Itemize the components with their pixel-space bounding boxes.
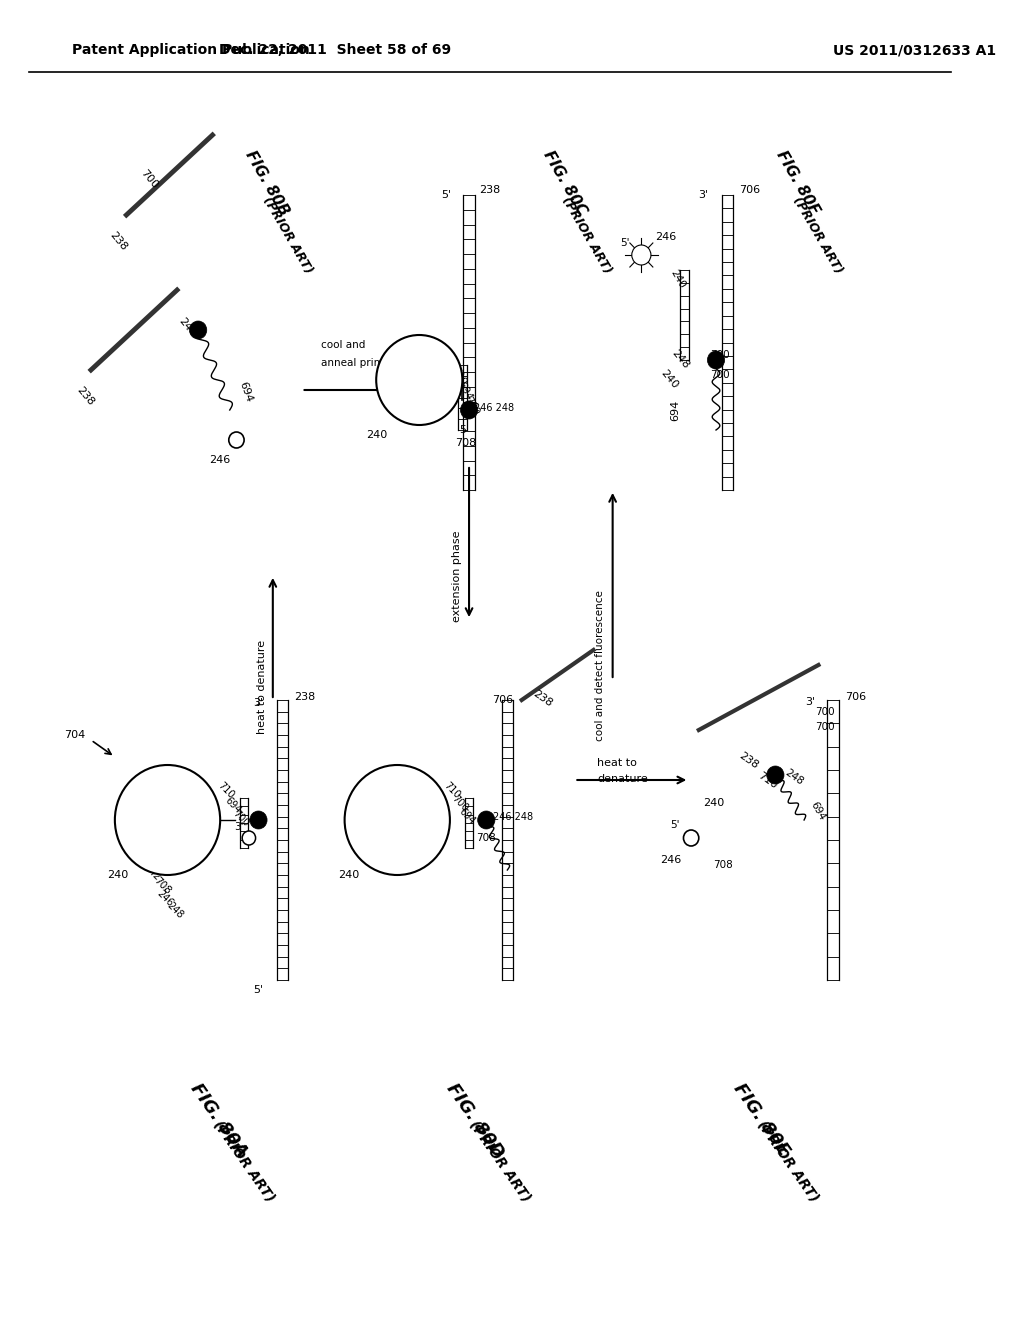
Text: 700: 700 xyxy=(463,395,481,417)
Text: Dec. 22, 2011  Sheet 58 of 69: Dec. 22, 2011 Sheet 58 of 69 xyxy=(219,44,452,57)
Circle shape xyxy=(250,810,267,829)
Text: 710: 710 xyxy=(757,770,779,791)
Text: 694: 694 xyxy=(456,380,474,403)
Text: 706: 706 xyxy=(845,692,866,702)
Text: anneal primers: anneal primers xyxy=(321,358,399,368)
Circle shape xyxy=(632,246,651,265)
Text: 238: 238 xyxy=(75,385,96,408)
Circle shape xyxy=(345,766,450,875)
Text: 240: 240 xyxy=(658,368,680,391)
Text: 246: 246 xyxy=(654,232,676,242)
Text: FIG. 80D: FIG. 80D xyxy=(442,1080,507,1162)
Text: 246: 246 xyxy=(209,455,230,465)
Text: 3': 3' xyxy=(806,697,815,708)
Text: 700: 700 xyxy=(711,370,730,380)
Text: FIG. 80A: FIG. 80A xyxy=(186,1080,251,1160)
Text: 238: 238 xyxy=(478,185,500,195)
Text: (PRIOR ART): (PRIOR ART) xyxy=(559,195,613,277)
Text: 708: 708 xyxy=(152,875,172,896)
Text: (PRIOR ART): (PRIOR ART) xyxy=(260,195,315,277)
Text: 710: 710 xyxy=(215,780,236,800)
Text: 3': 3' xyxy=(698,190,709,201)
Text: 240: 240 xyxy=(366,430,387,440)
Text: (PRIOR ART): (PRIOR ART) xyxy=(211,1118,278,1205)
Text: US 2011/0312633 A1: US 2011/0312633 A1 xyxy=(833,44,996,57)
Text: (PRIOR ART): (PRIOR ART) xyxy=(755,1118,821,1205)
Text: heat to: heat to xyxy=(597,758,637,768)
Text: 700: 700 xyxy=(450,793,470,813)
Text: 700: 700 xyxy=(230,808,251,828)
Text: 5': 5' xyxy=(621,238,630,248)
Text: 238: 238 xyxy=(531,688,554,709)
Text: 240: 240 xyxy=(338,870,359,880)
Text: 248: 248 xyxy=(177,315,199,339)
Text: 246 248: 246 248 xyxy=(493,812,534,822)
Text: Patent Application Publication: Patent Application Publication xyxy=(72,44,309,57)
Circle shape xyxy=(243,832,256,845)
Text: 5': 5' xyxy=(460,425,470,436)
Text: 710: 710 xyxy=(449,366,468,387)
Circle shape xyxy=(461,401,477,418)
Circle shape xyxy=(477,810,495,829)
Text: 242: 242 xyxy=(141,862,162,882)
Text: FIG. 80B: FIG. 80B xyxy=(243,148,292,218)
Circle shape xyxy=(767,766,784,784)
Text: 694: 694 xyxy=(809,800,827,822)
Circle shape xyxy=(683,830,698,846)
Circle shape xyxy=(189,321,207,339)
Text: 240: 240 xyxy=(669,268,687,290)
Text: (PRIOR ART): (PRIOR ART) xyxy=(467,1118,534,1205)
Text: 248: 248 xyxy=(783,767,805,787)
Text: 708: 708 xyxy=(455,438,476,447)
Text: 700: 700 xyxy=(815,722,836,733)
Text: 246 248: 246 248 xyxy=(474,403,514,413)
Text: 240: 240 xyxy=(703,799,725,808)
Text: cool and detect fluorescence: cool and detect fluorescence xyxy=(595,590,605,741)
Text: 238: 238 xyxy=(108,230,129,252)
Text: denature: denature xyxy=(597,774,648,784)
Text: 694: 694 xyxy=(670,400,680,421)
Text: FIG. 80C: FIG. 80C xyxy=(541,148,590,218)
Text: 3': 3' xyxy=(253,698,263,708)
Text: 5': 5' xyxy=(440,190,451,201)
Text: 694: 694 xyxy=(238,380,254,404)
Circle shape xyxy=(228,432,244,447)
Text: 248: 248 xyxy=(670,348,691,371)
Text: 694: 694 xyxy=(223,795,243,814)
Text: 710: 710 xyxy=(442,780,463,800)
Text: 700: 700 xyxy=(711,350,730,360)
Text: extension phase: extension phase xyxy=(452,531,462,622)
Text: 248: 248 xyxy=(165,900,184,920)
Text: heat to denature: heat to denature xyxy=(257,640,266,734)
Circle shape xyxy=(708,351,725,370)
Text: (PRIOR ART): (PRIOR ART) xyxy=(791,195,846,277)
Text: 694: 694 xyxy=(457,807,477,826)
Text: 708: 708 xyxy=(713,861,733,870)
Text: 5': 5' xyxy=(670,820,680,830)
Text: 704: 704 xyxy=(65,730,85,741)
Text: 246: 246 xyxy=(155,888,175,908)
Text: 700: 700 xyxy=(139,168,160,190)
Text: 238: 238 xyxy=(737,750,760,771)
Text: 246: 246 xyxy=(660,855,682,865)
Text: FIG. 80F: FIG. 80F xyxy=(773,148,822,216)
Text: 5': 5' xyxy=(253,985,263,995)
Text: 240: 240 xyxy=(108,870,128,880)
Text: 238: 238 xyxy=(294,692,315,702)
Text: 3': 3' xyxy=(234,822,244,832)
Text: 706: 706 xyxy=(739,185,760,195)
Text: cool and: cool and xyxy=(321,341,365,350)
Text: FIG. 80E: FIG. 80E xyxy=(729,1080,793,1159)
Text: 700: 700 xyxy=(815,708,836,717)
Circle shape xyxy=(115,766,220,875)
Text: 706: 706 xyxy=(492,696,513,705)
Circle shape xyxy=(376,335,463,425)
Text: 708: 708 xyxy=(476,833,496,843)
